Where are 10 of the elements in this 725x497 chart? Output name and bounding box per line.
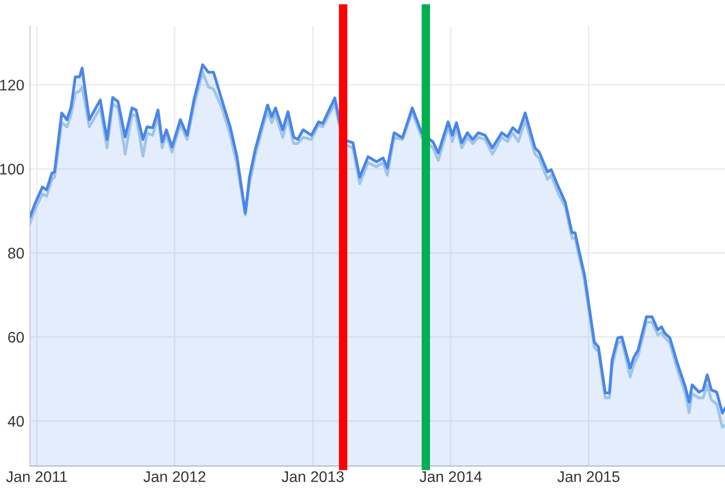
y-tick-label: 40 — [8, 416, 24, 427]
y-tick-label: 60 — [8, 332, 24, 343]
x-tick-label: Jan 2015 — [557, 471, 620, 482]
y-tick-label: 100 — [0, 164, 24, 175]
y-tick-label: 120 — [0, 80, 24, 91]
x-tick-label: Jan 2012 — [143, 471, 206, 482]
y-tick-label: 80 — [8, 248, 24, 259]
x-tick-label: Jan 2013 — [282, 471, 344, 482]
x-tick-label: Jan 2014 — [420, 471, 482, 482]
x-tick-label: Jan 2011 — [6, 471, 67, 482]
